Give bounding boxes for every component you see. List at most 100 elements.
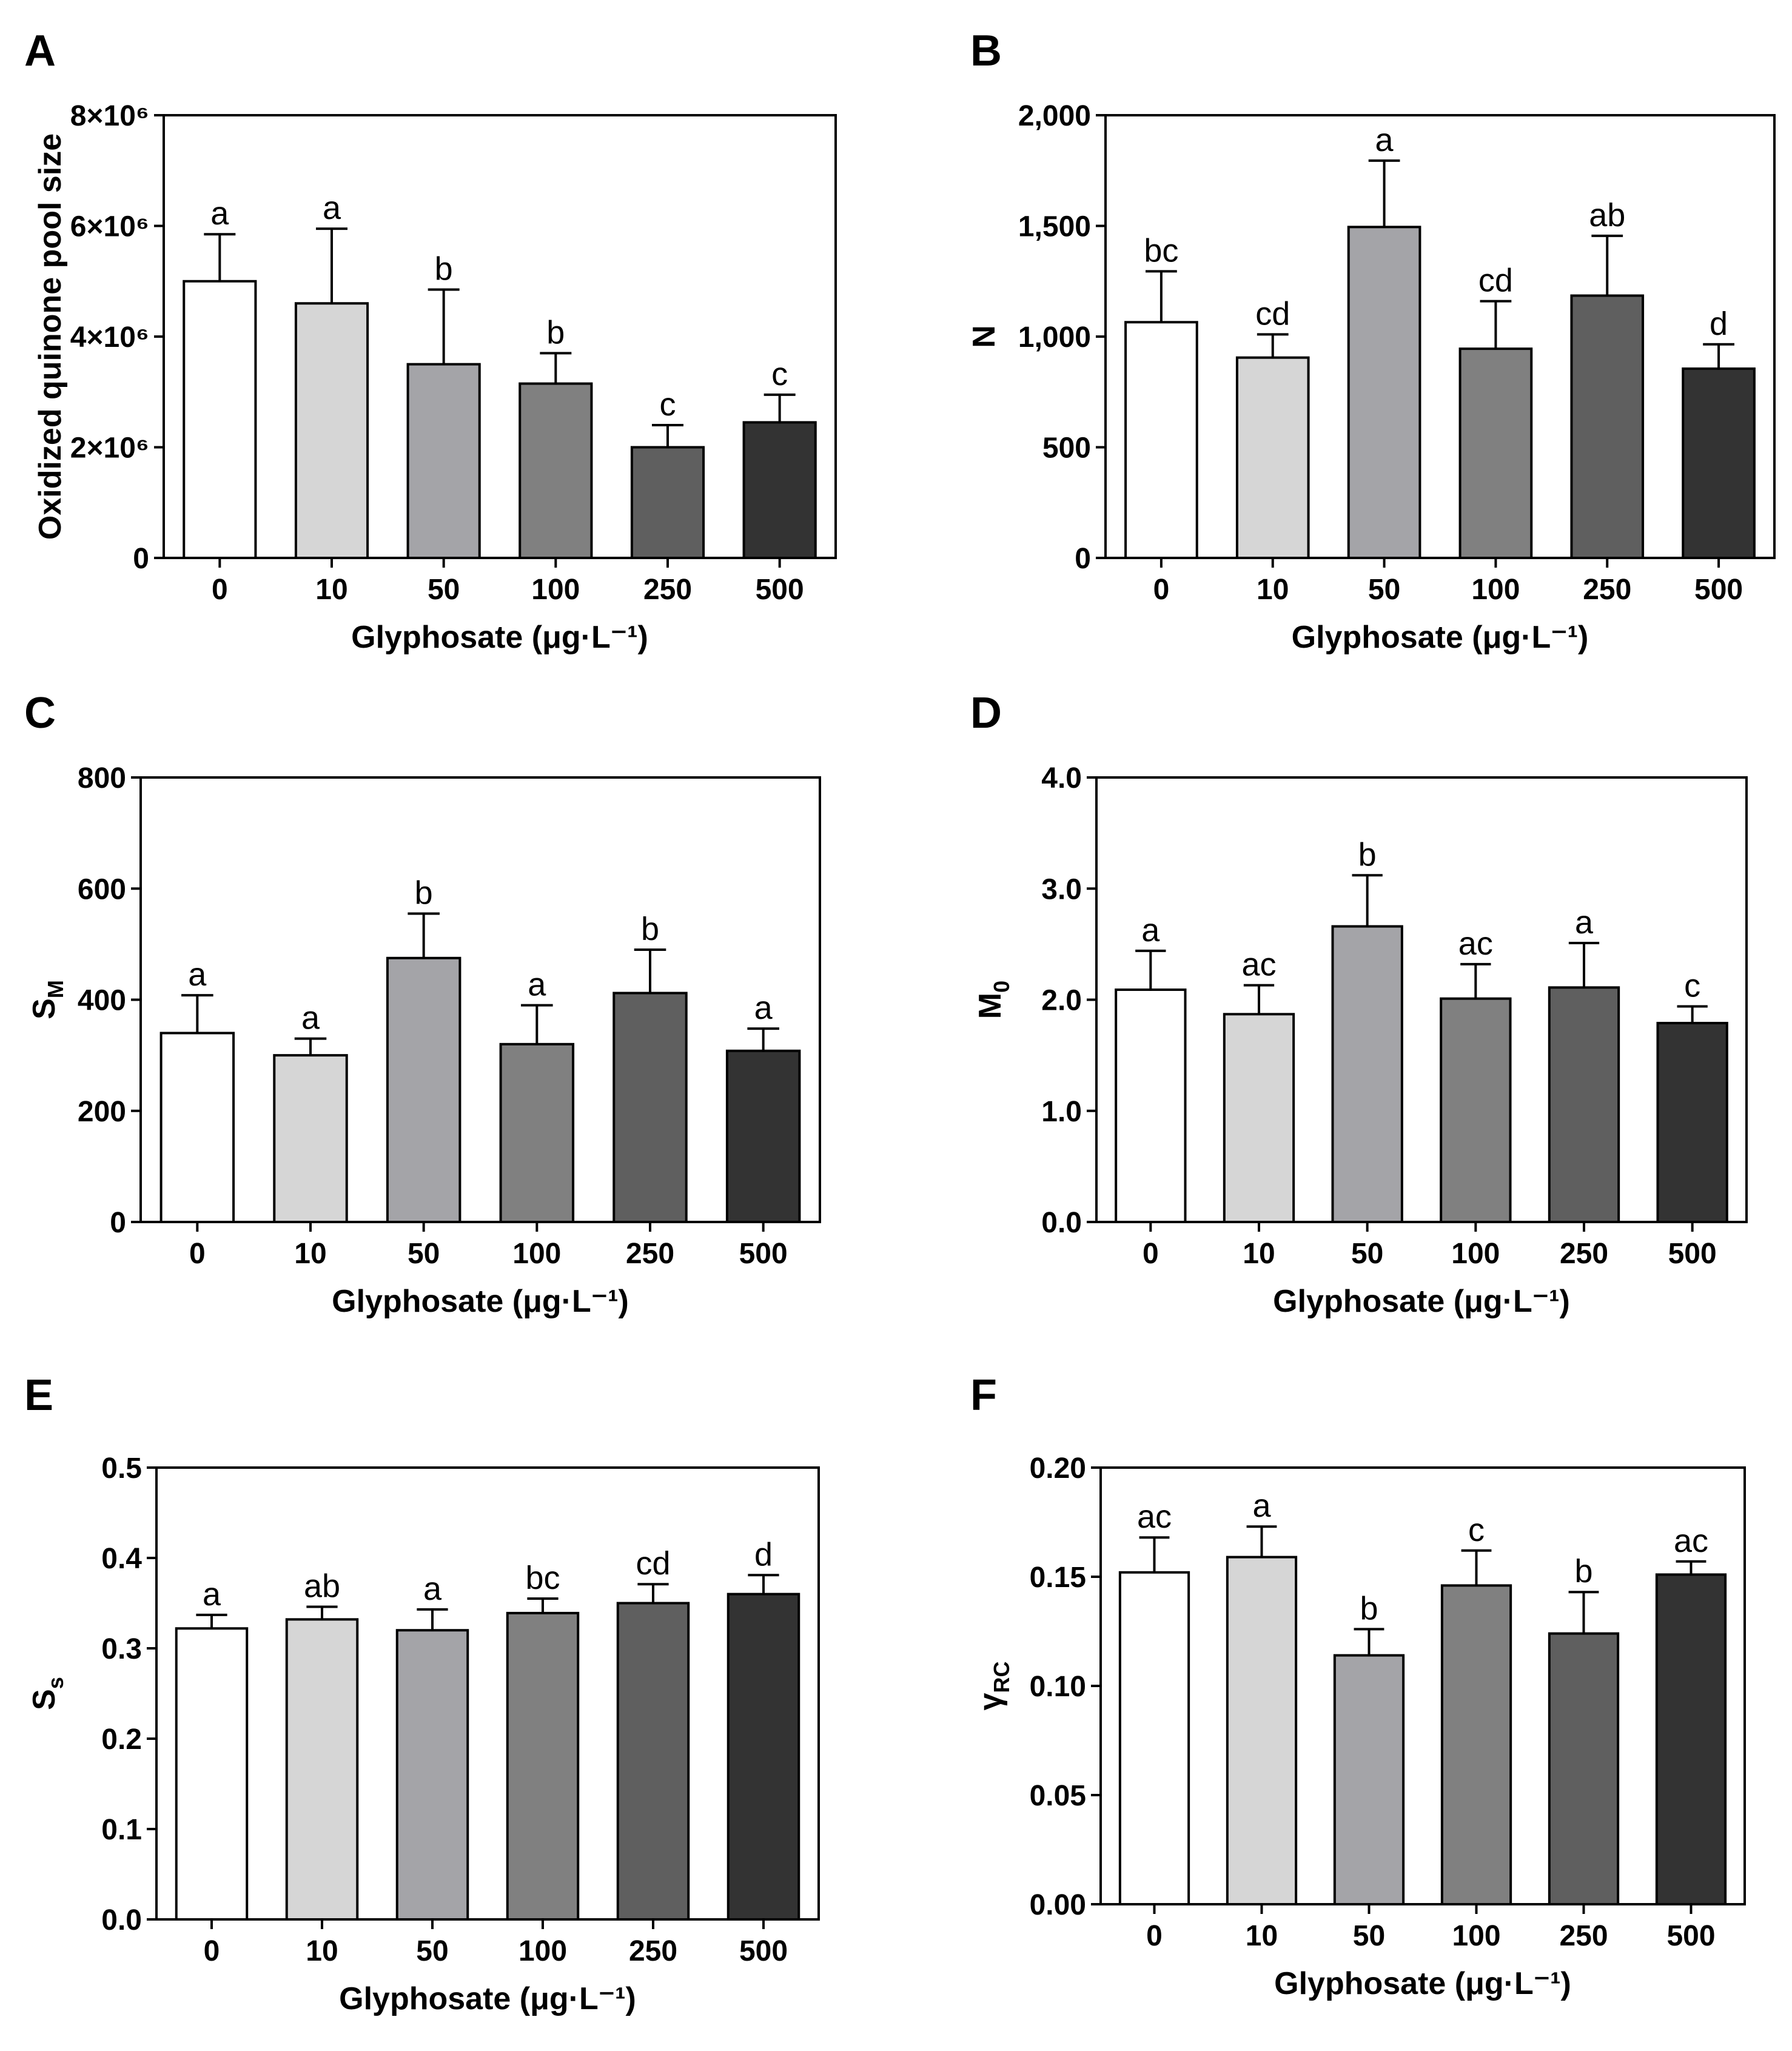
x-tick-label: 50 xyxy=(416,1935,448,1967)
chart-panel-b: Bbc 0 cd 10 a 50 cd 100 ab 250 d 500 0 500 1,000 1,500 2… xyxy=(967,27,1776,655)
bar xyxy=(1333,1654,1405,1906)
y-tick-label: 2×10⁶ xyxy=(70,432,149,465)
significance-label: b xyxy=(435,250,453,287)
y-tick-label: 8×10⁶ xyxy=(70,100,149,132)
y-tick-label: 0.1 xyxy=(101,1814,142,1846)
x-axis-title: Glyphosate (μg·L⁻¹) xyxy=(339,1981,636,2016)
x-tick-label: 10 xyxy=(294,1238,326,1270)
x-tick-label: 10 xyxy=(306,1935,338,1967)
x-tick-label: 500 xyxy=(1666,1920,1715,1952)
bar xyxy=(395,1629,469,1921)
y-tick-label: 3.0 xyxy=(1041,873,1082,905)
panel-letter: F xyxy=(970,1371,997,1420)
y-tick-label: 600 xyxy=(78,873,126,905)
significance-label: a xyxy=(423,1571,442,1607)
significance-label: cd xyxy=(636,1545,670,1582)
bar xyxy=(1440,1584,1512,1905)
y-tick-label: 0.05 xyxy=(1030,1780,1086,1812)
bar xyxy=(506,1611,580,1921)
x-tick-label: 500 xyxy=(739,1238,788,1270)
significance-label: ab xyxy=(304,1568,340,1604)
y-tick-label: 800 xyxy=(78,762,126,794)
x-tick-label: 50 xyxy=(1353,1920,1385,1952)
y-tick-label: 4×10⁶ xyxy=(70,321,149,354)
significance-label: b xyxy=(1358,836,1377,873)
x-tick-label: 250 xyxy=(1583,574,1631,606)
y-axis-title-main: S xyxy=(27,1689,62,1710)
x-axis-title: Glyphosate (μg·L⁻¹) xyxy=(351,620,648,655)
y-tick-label: 0.3 xyxy=(101,1633,142,1665)
significance-label: a xyxy=(210,195,229,232)
x-tick-label: 250 xyxy=(1560,1238,1608,1270)
y-tick-label: 0.00 xyxy=(1030,1889,1086,1921)
x-tick-label: 50 xyxy=(1351,1238,1383,1270)
bar xyxy=(1440,997,1512,1223)
x-tick-label: 0 xyxy=(1143,1238,1159,1270)
x-tick-label: 10 xyxy=(1246,1920,1278,1952)
significance-label: a xyxy=(301,1000,320,1036)
significance-label: ac xyxy=(1241,947,1276,983)
plot-frame xyxy=(1099,1466,1746,1905)
y-axis-title-subscript: M xyxy=(43,980,68,998)
bar xyxy=(727,1593,800,1921)
bar xyxy=(1458,347,1533,559)
bar xyxy=(1347,226,1421,559)
x-tick-label: 100 xyxy=(512,1238,561,1270)
significance-label: bc xyxy=(525,1560,560,1596)
significance-label: a xyxy=(1141,912,1160,948)
panel-letter: E xyxy=(24,1371,53,1420)
bar xyxy=(499,1042,575,1224)
bar xyxy=(1118,1571,1190,1906)
bar xyxy=(175,1627,249,1921)
x-tick-label: 50 xyxy=(408,1238,440,1270)
bar xyxy=(1223,1013,1295,1223)
x-tick-label: 0 xyxy=(189,1238,206,1270)
panel-letter: C xyxy=(24,689,56,737)
bar xyxy=(406,363,481,559)
y-tick-label: 0.0 xyxy=(1041,1207,1082,1239)
bar xyxy=(285,1618,359,1921)
y-tick-label: 2,000 xyxy=(1018,100,1091,132)
significance-label: c xyxy=(771,356,788,392)
bar xyxy=(1548,986,1620,1224)
y-axis-title-main: N xyxy=(967,325,1002,348)
x-tick-label: 250 xyxy=(626,1238,674,1270)
significance-label: b xyxy=(1360,1590,1378,1626)
panel-letter: B xyxy=(970,27,1002,75)
x-tick-label: 250 xyxy=(1559,1920,1608,1952)
significance-label: a xyxy=(528,967,546,1003)
bar xyxy=(742,421,817,559)
y-axis-title: γRC xyxy=(973,1662,1014,1711)
x-tick-label: 100 xyxy=(531,574,580,606)
significance-label: b xyxy=(415,874,433,911)
bar xyxy=(1682,367,1756,559)
x-tick-label: 500 xyxy=(739,1935,788,1967)
y-tick-label: 0.2 xyxy=(101,1724,142,1756)
significance-label: a xyxy=(1575,904,1594,941)
bar xyxy=(1124,321,1198,560)
bar xyxy=(1226,1556,1298,1906)
chart-panel-e: Ea 0 ab 10 a 50 bc 100 cd 250 d 500 0.0 0.1 0.2 0.3 0.4 0… xyxy=(24,1371,820,2016)
significance-label: c xyxy=(1468,1512,1485,1548)
x-tick-label: 10 xyxy=(315,574,347,606)
y-tick-label: 2.0 xyxy=(1041,985,1082,1017)
y-tick-label: 0.4 xyxy=(101,1543,142,1575)
x-tick-label: 500 xyxy=(756,574,804,606)
significance-label: ac xyxy=(1458,925,1493,962)
panel-letter: A xyxy=(24,27,56,75)
bar xyxy=(159,1032,235,1223)
x-tick-label: 100 xyxy=(1452,1920,1500,1952)
significance-label: a xyxy=(203,1576,221,1613)
y-tick-label: 4.0 xyxy=(1041,762,1082,794)
bar xyxy=(1331,925,1403,1224)
y-tick-label: 0.10 xyxy=(1030,1671,1086,1703)
y-axis-title-main: S xyxy=(27,998,62,1019)
x-tick-label: 0 xyxy=(1153,574,1170,606)
bar xyxy=(725,1049,801,1224)
bar xyxy=(518,382,593,559)
bar xyxy=(1115,989,1187,1223)
y-tick-label: 0 xyxy=(110,1207,126,1239)
y-axis-title: Oxidized quinone pool size xyxy=(33,133,68,540)
